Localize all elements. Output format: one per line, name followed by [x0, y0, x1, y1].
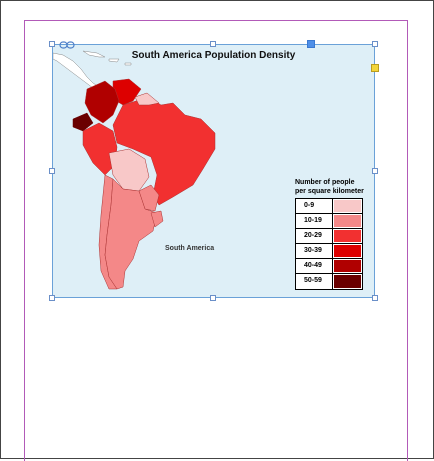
- country-ecuador: [72, 112, 94, 132]
- country-bolivia: [108, 148, 150, 192]
- resize-handle-bottom-center[interactable]: [210, 295, 216, 301]
- legend-row: 30-39: [296, 244, 362, 259]
- resize-handle-bottom-left[interactable]: [49, 295, 55, 301]
- legend-label: 0-9: [296, 199, 333, 213]
- legend-label: 40-49: [296, 259, 333, 273]
- legend-label: 20-29: [296, 229, 333, 243]
- resize-handle-bottom-right[interactable]: [372, 295, 378, 301]
- legend-title: Number of people per square kilometer: [295, 178, 374, 196]
- resize-handle-top-center[interactable]: [210, 41, 216, 47]
- caribbean-islands: [82, 50, 132, 66]
- legend-row: 40-49: [296, 259, 362, 274]
- legend-row: 20-29: [296, 229, 362, 244]
- resize-handle-middle-right[interactable]: [372, 168, 378, 174]
- country-argentina: [104, 178, 158, 290]
- map-legend: Number of people per square kilometer 0-…: [295, 178, 369, 290]
- selected-handle[interactable]: [307, 40, 315, 48]
- legend-row: 0-9: [296, 199, 362, 214]
- region-label: South America: [165, 245, 215, 252]
- map-title: South America Population Density: [131, 50, 296, 61]
- page-margin-guide: [24, 20, 408, 461]
- link-icon[interactable]: [59, 41, 75, 49]
- south-america-map: [53, 50, 216, 290]
- legend-swatch: [334, 215, 361, 227]
- legend-swatch: [334, 275, 361, 288]
- legend-swatch: [334, 230, 361, 242]
- country-colombia: [84, 80, 120, 124]
- legend-label: 50-59: [296, 274, 333, 289]
- legend-table: 0-9 10-19 20-29 30-39 40-49 50-59: [295, 198, 363, 290]
- legend-label: 10-19: [296, 214, 333, 228]
- country-brazil: [112, 96, 216, 206]
- legend-title-line1: Number of people: [295, 179, 355, 186]
- legend-row: 50-59: [296, 274, 362, 289]
- legend-label: 30-39: [296, 244, 333, 258]
- legend-swatch: [334, 200, 361, 212]
- resize-handle-top-left[interactable]: [49, 41, 55, 47]
- yellow-anchor-handle[interactable]: [371, 64, 379, 72]
- legend-row: 10-19: [296, 214, 362, 229]
- country-uruguay: [150, 210, 164, 228]
- resize-handle-middle-left[interactable]: [49, 168, 55, 174]
- legend-swatch: [334, 245, 361, 257]
- legend-swatch: [334, 260, 361, 272]
- legend-title-line2: per square kilometer: [295, 188, 364, 195]
- map-image-frame[interactable]: South America Population Density South A…: [52, 44, 375, 298]
- country-guianas: [134, 92, 160, 106]
- resize-handle-top-right[interactable]: [372, 41, 378, 47]
